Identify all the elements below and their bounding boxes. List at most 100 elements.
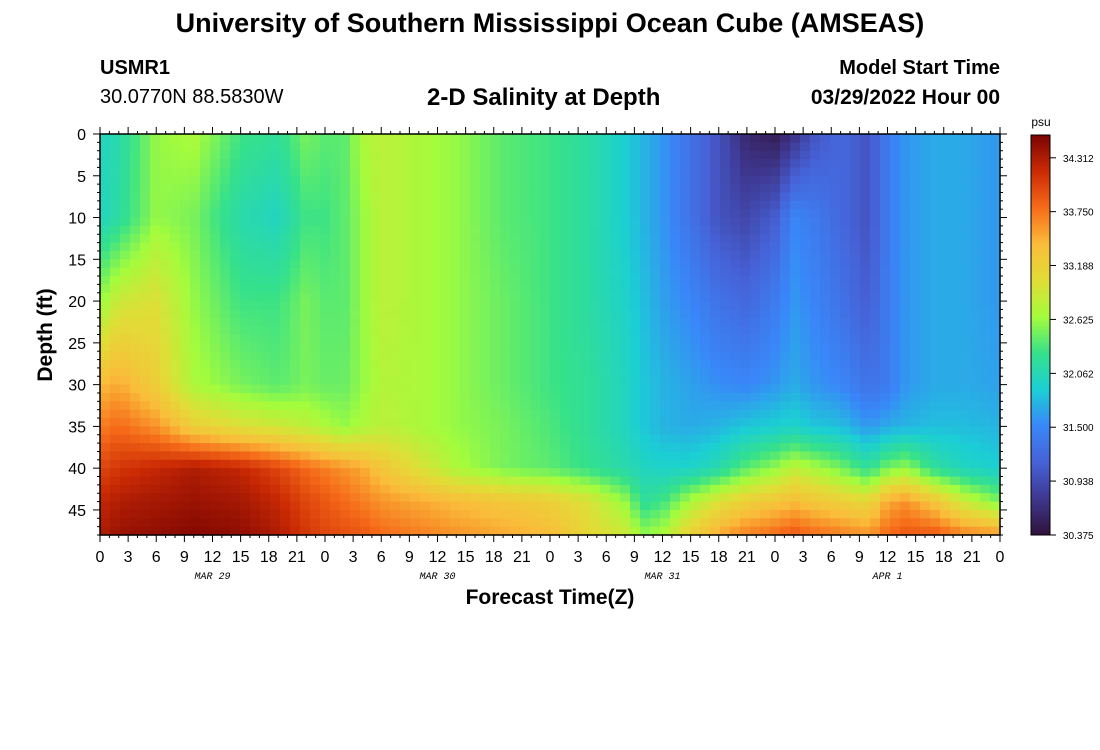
heatmap-cell	[160, 426, 171, 436]
heatmap-cell	[970, 142, 981, 152]
heatmap-cell	[330, 234, 341, 244]
heatmap-cell	[370, 351, 381, 361]
heatmap-cell	[950, 459, 961, 469]
heatmap-cell	[810, 426, 821, 436]
heatmap-cell	[310, 159, 321, 169]
heatmap-cell	[480, 217, 491, 227]
heatmap-cell	[830, 134, 841, 143]
heatmap-cell	[280, 468, 291, 478]
heatmap-cell	[250, 134, 261, 143]
heatmap-cell	[330, 351, 341, 361]
x-tick-label: 0	[96, 549, 105, 566]
heatmap-cell	[760, 334, 771, 344]
heatmap-cell	[980, 142, 991, 152]
heatmap-cell	[450, 317, 461, 327]
heatmap-cell	[510, 493, 521, 503]
heatmap-cell	[580, 526, 591, 536]
heatmap-cell	[830, 351, 841, 361]
heatmap-cell	[450, 509, 461, 519]
heatmap-cell	[530, 384, 541, 394]
heatmap-cell	[370, 359, 381, 369]
heatmap-cell	[630, 459, 641, 469]
heatmap-cell	[430, 484, 441, 494]
heatmap-cell	[170, 509, 181, 519]
heatmap-cell	[590, 167, 601, 177]
heatmap-cell	[570, 501, 581, 511]
heatmap-cell	[910, 334, 921, 344]
heatmap-cell	[730, 242, 741, 252]
heatmap-cell	[970, 309, 981, 319]
heatmap-cell	[910, 418, 921, 427]
heatmap-cell	[600, 150, 611, 160]
heatmap-cell	[920, 242, 931, 252]
heatmap-cell	[390, 459, 401, 469]
heatmap-cell	[430, 334, 441, 344]
heatmap-cell	[690, 317, 701, 327]
heatmap-cell	[710, 501, 721, 511]
heatmap-cell	[200, 276, 211, 285]
heatmap-cell	[740, 267, 751, 277]
heatmap-cell	[480, 317, 491, 327]
heatmap-cell	[850, 175, 861, 185]
heatmap-cell	[990, 242, 1001, 252]
heatmap-cell	[330, 142, 341, 152]
heatmap-cell	[880, 509, 891, 519]
heatmap-cell	[920, 459, 931, 469]
heatmap-cell	[320, 418, 331, 427]
heatmap-cell	[390, 250, 401, 260]
heatmap-cell	[580, 167, 591, 177]
heatmap-cell	[650, 418, 661, 427]
heatmap-cell	[370, 250, 381, 260]
heatmap-cell	[680, 217, 691, 227]
heatmap-cell	[730, 501, 741, 511]
heatmap-cell	[690, 159, 701, 169]
heatmap-cell	[650, 259, 661, 269]
colorbar: psu 34.31233.75033.18832.62532.06231.500…	[1030, 115, 1094, 542]
heatmap-cell	[200, 175, 211, 185]
heatmap-cell	[590, 392, 601, 402]
heatmap-cell	[260, 159, 271, 169]
heatmap-cell	[880, 217, 891, 227]
heatmap-cell	[960, 351, 971, 361]
heatmap-cell	[370, 184, 381, 194]
heatmap-cell	[900, 384, 911, 394]
heatmap-cell	[130, 284, 141, 294]
heatmap-cell	[230, 225, 241, 235]
heatmap-cell	[120, 159, 131, 169]
heatmap-cell	[590, 284, 601, 294]
heatmap-cell	[230, 134, 241, 143]
heatmap-cell	[550, 276, 561, 285]
heatmap-cell	[540, 142, 551, 152]
heatmap-cell	[540, 359, 551, 369]
heatmap-cell	[230, 167, 241, 177]
heatmap-cell	[410, 476, 421, 486]
heatmap-cell	[520, 401, 531, 411]
heatmap-cell	[560, 359, 571, 369]
heatmap-cell	[670, 409, 681, 419]
heatmap-cell	[150, 267, 161, 277]
heatmap-cell	[800, 484, 811, 494]
heatmap-cell	[790, 200, 801, 210]
heatmap-cell	[120, 301, 131, 311]
heatmap-cell	[720, 192, 731, 202]
heatmap-cell	[130, 142, 141, 152]
heatmap-cell	[520, 292, 531, 302]
heatmap-cell	[160, 493, 171, 503]
heatmap-cell	[570, 167, 581, 177]
heatmap-cell	[920, 217, 931, 227]
heatmap-cell	[550, 426, 561, 436]
heatmap-cell	[270, 518, 281, 528]
heatmap-cell	[480, 276, 491, 285]
heatmap-cell	[980, 401, 991, 411]
heatmap-cell	[100, 192, 111, 202]
heatmap-cell	[600, 526, 611, 536]
heatmap-cell	[870, 384, 881, 394]
heatmap-cell	[460, 217, 471, 227]
heatmap-cell	[730, 426, 741, 436]
heatmap-cell	[900, 301, 911, 311]
x-tick-label: 15	[682, 549, 700, 566]
heatmap-cell	[980, 342, 991, 352]
heatmap-cell	[910, 493, 921, 503]
heatmap-cell	[890, 426, 901, 436]
heatmap-cell	[300, 284, 311, 294]
